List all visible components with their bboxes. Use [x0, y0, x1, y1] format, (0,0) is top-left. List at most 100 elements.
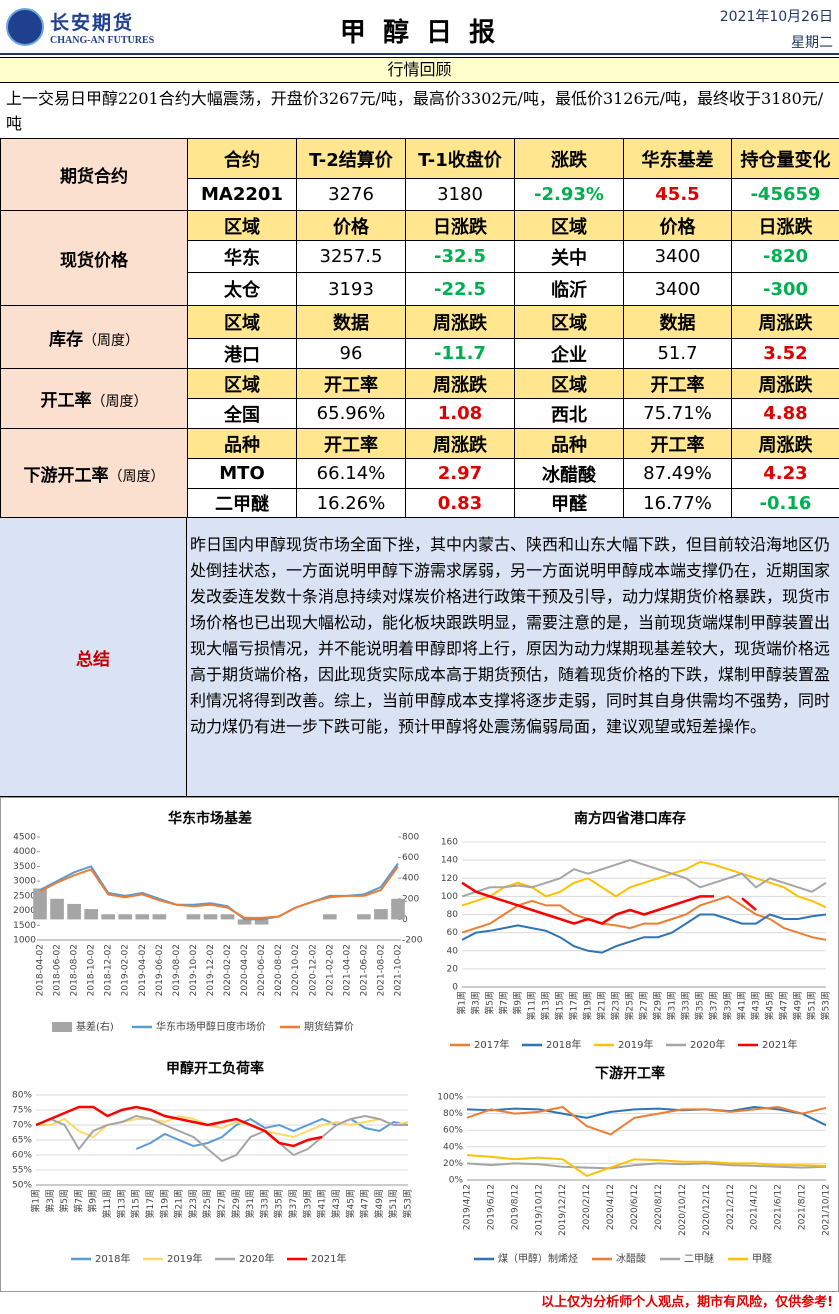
legend-label: 2018年 [95, 1252, 130, 1265]
table-cell: 65.96% [296, 398, 406, 429]
x-tick-label: 第3周 [470, 991, 482, 1015]
review-text: 上一交易日甲醇2201合约大幅震荡，开盘价3267元/吨，最高价3302元/吨，… [6, 89, 824, 133]
x-tick-label: 2020-12-02 [308, 944, 318, 996]
charts: 华东市场基差10001500200025003000350040004500-2… [0, 797, 839, 1292]
table-cell: 3.52 [731, 338, 839, 369]
x-tick-label: 第47周 [778, 991, 790, 1020]
section-name: 开工率 [40, 391, 92, 411]
table-cell: 冰醋酸 [514, 458, 624, 489]
bar [84, 909, 98, 920]
y2-tick-label: 200 [402, 894, 419, 904]
logo [6, 8, 44, 46]
x-tick-label: 第25周 [201, 1189, 213, 1218]
y-tick-label: 80% [12, 1091, 32, 1101]
x-tick-label: 第5周 [58, 1189, 70, 1213]
x-tick-label: 2019/6/12 [486, 1184, 496, 1230]
x-tick-label: 2020/12/12 [702, 1184, 712, 1236]
x-tick-label: 2020-02-02 [223, 944, 233, 996]
legend-label: 华东市场甲醇日度市场价 [156, 1020, 266, 1033]
legend-label: 2020年 [239, 1252, 274, 1265]
x-tick-label: 第49周 [792, 991, 804, 1020]
legend-label: 甲醛 [752, 1252, 772, 1265]
y-tick-label: 80 [447, 910, 459, 920]
x-tick-label: 2021-02-02 [325, 944, 335, 996]
x-tick-label: 第27周 [638, 991, 650, 1020]
table-cell: 3276 [296, 178, 406, 211]
table-cell: -0.16 [731, 488, 839, 518]
data-row: 华东 3257.5 -32.5 关中 3400 -820 [1, 240, 839, 273]
table-cell: 3400 [623, 272, 732, 306]
table-cell: -45659 [731, 178, 839, 211]
y2-tick-label: 0 [402, 915, 408, 925]
column-header: 周涨跌 [731, 368, 839, 399]
table-cell: 1.08 [405, 398, 515, 429]
column-header: 周涨跌 [405, 428, 515, 459]
table-cell: 3193 [296, 272, 406, 306]
chart-title: 华东市场基差 [168, 810, 252, 827]
x-tick-label: 第35周 [694, 991, 706, 1020]
column-header: 日涨跌 [405, 210, 515, 241]
table-cell: 西北 [514, 398, 624, 429]
bar [357, 914, 371, 920]
column-header: 价格 [296, 210, 406, 241]
column-header: 区域 [187, 368, 297, 399]
table-cell: -2.93% [514, 178, 624, 211]
column-header: 周涨跌 [405, 305, 515, 339]
header-row: 开工率（周度） 区域 开工率 周涨跌 区域 开工率 周涨跌 [0, 368, 839, 429]
y-tick-label: 100 [441, 892, 458, 902]
table-cell: 港口 [187, 338, 297, 369]
bar [50, 898, 64, 920]
x-tick-label: 第17周 [568, 991, 580, 1020]
y-tick-label: 4000 [13, 847, 36, 857]
y2-tick-label: -200 [402, 936, 423, 946]
x-tick-label: 第7周 [72, 1189, 84, 1213]
table-cell: MTO [187, 458, 297, 489]
y-tick-label: 0 [452, 983, 458, 993]
x-tick-label: 第33周 [680, 991, 692, 1020]
table-cell: 2.97 [405, 458, 515, 489]
header: 长安期货 CHANG-AN FUTURES 甲 醇 日 报 2021年10月26… [0, 0, 839, 55]
table-cell: 甲醛 [514, 488, 624, 518]
table-cell: 96 [296, 338, 406, 369]
x-tick-label: 2020/2/12 [582, 1184, 592, 1230]
series-line [39, 865, 399, 919]
x-tick-label: 2020-08-02 [274, 944, 284, 996]
table-cell: 关中 [514, 240, 624, 273]
header-row: 下游开工率（周度） 品种 开工率 周涨跌 品种 开工率 周涨跌 [0, 428, 839, 518]
summary-text: 昨日国内甲醇现货市场全面下挫，其中内蒙古、陕西和山东大幅下跌，但目前较沿海地区仍… [190, 535, 831, 736]
section-label: 开工率（周度） [0, 368, 188, 429]
y-tick-label: 100% [437, 1093, 463, 1103]
table-cell: 4.23 [731, 458, 839, 489]
table-cell: 临沂 [514, 272, 624, 306]
legend-label: 2020年 [690, 1038, 725, 1051]
x-tick-label: 2021-04-02 [342, 944, 352, 996]
x-tick-label: 2020-10-02 [291, 944, 301, 996]
y-tick-label: 40 [447, 946, 459, 956]
x-tick-label: 2019-04-02 [138, 944, 148, 996]
x-tick-label: 第33周 [258, 1189, 270, 1218]
weekday: 星期二 [791, 35, 833, 51]
bar [152, 914, 167, 920]
table-cell: 3400 [623, 240, 732, 273]
x-tick-label: 第25周 [624, 991, 636, 1020]
x-tick-label: 第9周 [87, 1189, 99, 1213]
x-tick-label: 2019/8/12 [510, 1184, 520, 1230]
column-header: 周涨跌 [731, 428, 839, 459]
bar [33, 888, 47, 920]
y-tick-label: 2000 [13, 906, 36, 916]
column-header: 区域 [514, 305, 624, 339]
section-name: 现货价格 [60, 250, 128, 271]
x-tick-label: 第39周 [722, 991, 734, 1020]
y-tick-label: 65% [12, 1136, 32, 1146]
column-header: 品种 [514, 428, 624, 459]
table-cell: 45.5 [623, 178, 732, 211]
disclaimer: 以上仅为分析师个人观点，期市有风险，仅供参考! [541, 1295, 833, 1310]
x-tick-label: 2019-02-02 [121, 944, 131, 996]
y-tick-label: 40% [443, 1142, 463, 1152]
x-tick-label: 2019/4/12 [463, 1184, 473, 1230]
column-header: 数据 [623, 305, 732, 339]
x-tick-label: 第21周 [173, 1189, 185, 1218]
summary-label: 总结 [0, 518, 187, 796]
section-period: （周度） [91, 394, 148, 410]
table-cell: -300 [731, 272, 839, 306]
